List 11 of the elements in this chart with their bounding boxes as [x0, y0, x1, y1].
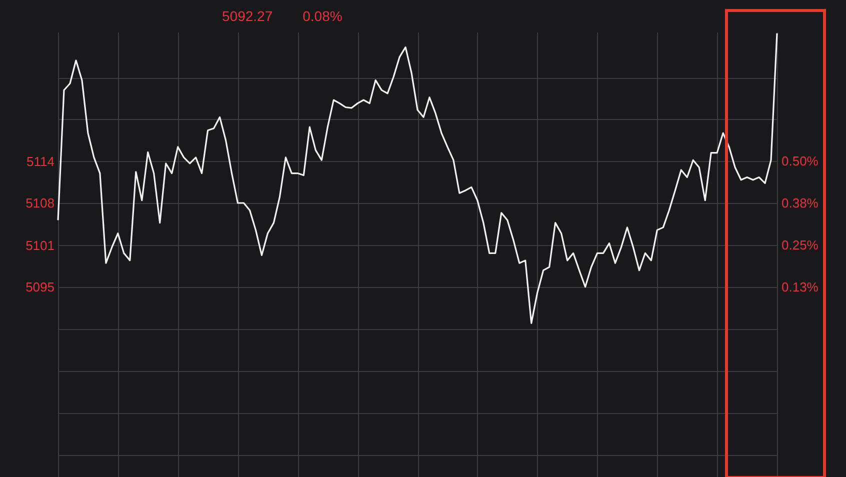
- line-series: [57, 32, 778, 324]
- y2-tick-label: 0.25%: [782, 238, 819, 253]
- text: 5092.27: [222, 8, 273, 24]
- y-tick-label: 5114: [26, 154, 54, 169]
- text: 0.08%: [302, 8, 342, 24]
- y-tick-label: 5108: [26, 196, 54, 210]
- y2-tick-label: 0.13%: [782, 280, 819, 295]
- y2-tick-label: 0.50%: [782, 154, 819, 169]
- y-tick-label: 5101: [26, 238, 54, 253]
- y-tick-label: 5095: [26, 279, 54, 294]
- y2-tick-label: 0.38%: [782, 196, 819, 211]
